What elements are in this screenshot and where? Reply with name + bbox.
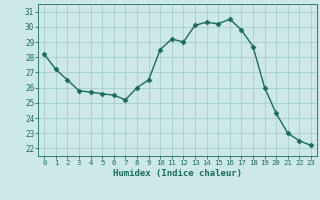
X-axis label: Humidex (Indice chaleur): Humidex (Indice chaleur): [113, 169, 242, 178]
